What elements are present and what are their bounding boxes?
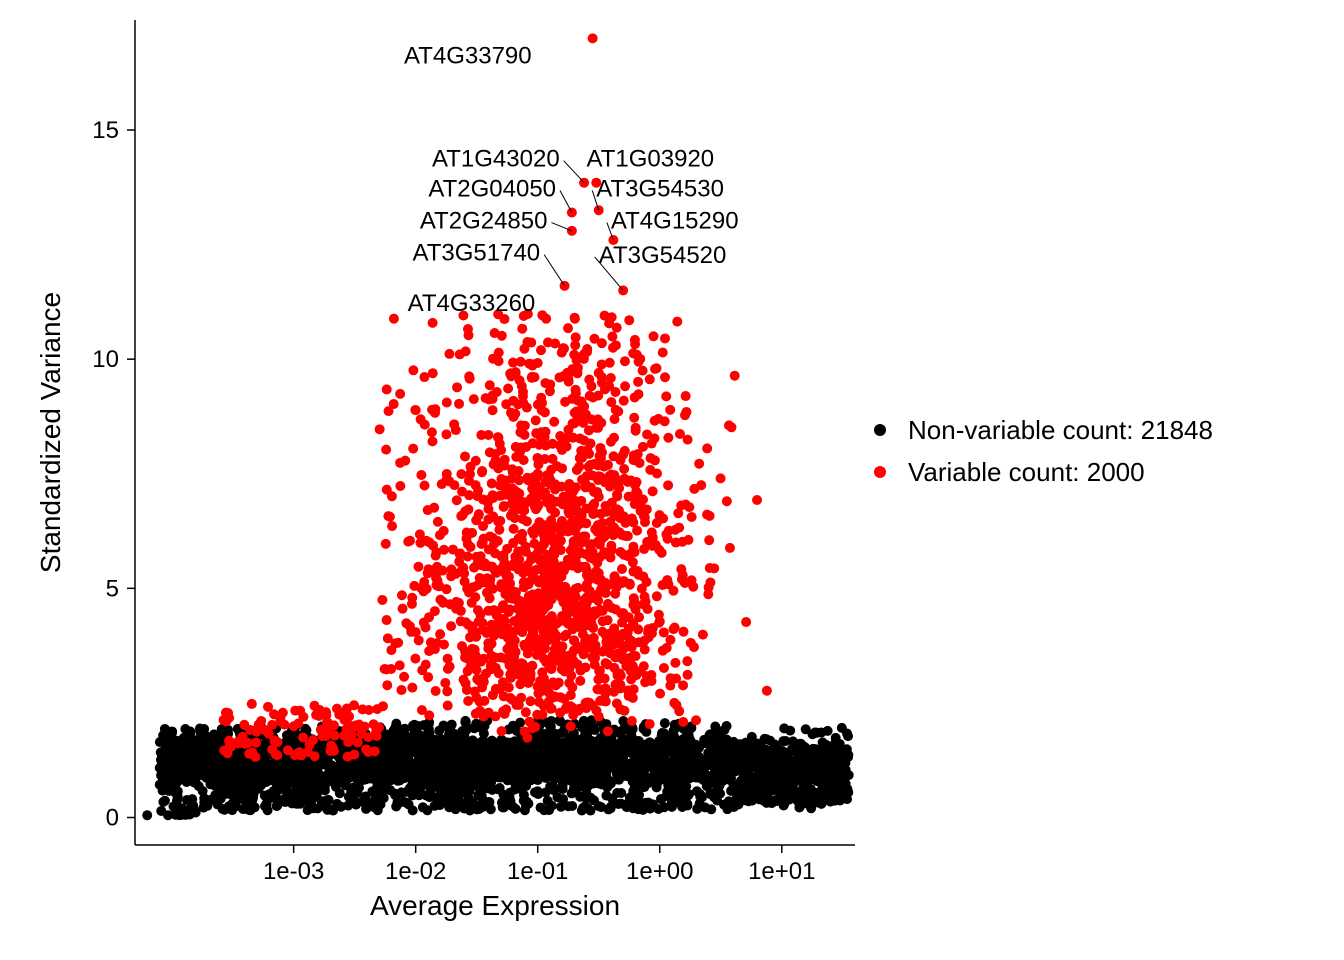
legend-marker [874, 424, 886, 436]
y-tick-label: 0 [106, 805, 119, 832]
y-tick-label: 5 [106, 575, 119, 602]
y-tick-label: 15 [92, 117, 119, 144]
x-tick-label: 1e-01 [507, 858, 568, 885]
gene-label: AT1G03920 [587, 146, 715, 173]
gene-label: AT4G33790 [404, 43, 532, 70]
y-tick-label: 10 [92, 346, 119, 373]
x-tick-label: 1e-03 [263, 858, 324, 885]
legend-label: Variable count: 2000 [908, 457, 1145, 487]
gene-label: AT3G54530 [596, 175, 724, 202]
gene-label: AT4G15290 [611, 208, 739, 235]
gene-label: AT3G54520 [599, 242, 727, 269]
x-axis-label: Average Expression [370, 890, 620, 921]
chart-container: 1e-03 1e-02 1e-01 1e+00 1e+01 Average Express… [0, 0, 1344, 960]
legend-label: Non-variable count: 21848 [908, 415, 1213, 445]
gene-label: AT4G33260 [408, 290, 536, 317]
gene-label: AT2G24850 [420, 208, 548, 235]
gene-label: AT1G43020 [432, 146, 560, 173]
x-tick-label: 1e-02 [385, 858, 446, 885]
gene-label: AT2G04050 [428, 175, 556, 202]
legend-marker [874, 466, 886, 478]
x-tick-label: 1e+00 [626, 858, 693, 885]
gene-label: AT3G51740 [413, 240, 541, 267]
x-tick-label: 1e+01 [748, 858, 815, 885]
y-axis-label: Standardized Variance [35, 292, 66, 573]
scatter-plot: 1e-03 1e-02 1e-01 1e+00 1e+01 Average Express… [0, 0, 1344, 960]
